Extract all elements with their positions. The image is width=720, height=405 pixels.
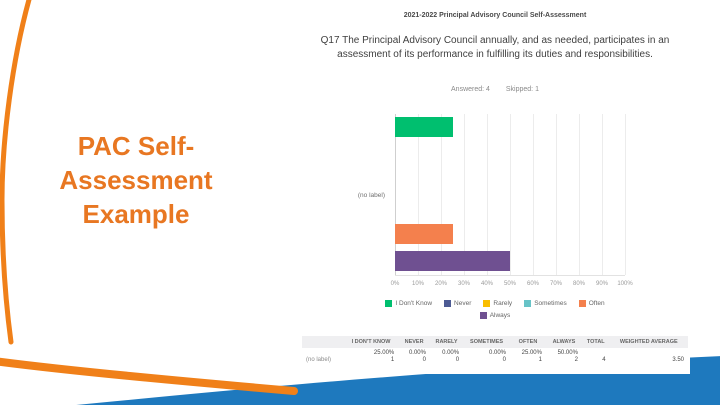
title-line-3: Example: [82, 198, 190, 229]
cell-often: 25.00% 1: [510, 348, 546, 365]
cell-always: 50.00% 2: [545, 348, 582, 365]
results-table: I DON'T KNOW NEVER RARELY SOMETIMES OFTEN ALW…: [302, 336, 688, 365]
survey-report: 2021-2022 Principal Advisory Council Sel…: [300, 6, 690, 374]
cell-count: 0: [502, 357, 507, 363]
gridline: [533, 114, 534, 275]
title-line-1: PAC Self-: [77, 131, 195, 161]
legend-swatch: [444, 300, 452, 307]
x-tick-0: 0%: [390, 281, 400, 287]
cell-count: 2: [574, 357, 578, 363]
col-header-often: OFTEN: [510, 336, 546, 348]
x-tick-50: 50%: [503, 281, 517, 287]
gridline: [625, 114, 626, 275]
col-header-blank: [302, 336, 344, 348]
legend-label: Never: [454, 300, 472, 307]
legend-swatch: [524, 300, 532, 307]
bar-always: [395, 251, 510, 271]
gridline: [464, 114, 465, 275]
x-tick-40: 40%: [480, 281, 494, 287]
cell-count: 1: [538, 357, 542, 363]
table-row: (no label) 25.00% 1 0.00% 0 0.00% 0 0.00% 0 25.00…: [302, 348, 688, 365]
legend-label: Rarely: [493, 300, 513, 307]
cell-never: 0.00% 0: [398, 348, 430, 365]
x-tick-10: 10%: [411, 281, 425, 287]
row-label: (no label): [302, 348, 344, 365]
cell-count: 0: [455, 357, 460, 363]
bar-i-don-t-know: [395, 117, 453, 137]
col-header-sometimes: SOMETIMES: [463, 336, 511, 348]
cell-weighted-average: 3.50: [609, 348, 688, 365]
x-tick-100: 100%: [617, 281, 633, 287]
skipped-count: Skipped: 1: [505, 86, 539, 93]
legend-label: I Don't Know: [395, 300, 433, 307]
response-stats: Answered: 4 Skipped: 1: [300, 86, 690, 93]
chart-legend: I Don't Know Never Rarely Sometimes Often Alw…: [365, 300, 625, 319]
cell-count: 1: [390, 357, 395, 363]
gridline: [556, 114, 557, 275]
legend-item-never: Never: [444, 300, 471, 307]
col-header-always: ALWAYS: [545, 336, 582, 348]
x-tick-90: 90%: [595, 281, 609, 287]
cell-count: 0: [422, 357, 426, 363]
gridline: [487, 114, 488, 275]
legend-item-often: Often: [578, 300, 605, 307]
cell-percent: 0.00%: [408, 350, 426, 356]
gridline: [441, 114, 442, 275]
cell-percent: 25.00%: [373, 350, 395, 356]
bottom-orange-swoosh: [0, 357, 298, 395]
col-header-never: NEVER: [398, 336, 430, 348]
gridline: [579, 114, 580, 275]
col-header-i-don-t-know: I DON'T KNOW: [343, 336, 399, 348]
legend-label: Always: [489, 312, 511, 319]
cell-percent: 0.00%: [489, 350, 507, 356]
gridline: [602, 114, 603, 275]
legend-item-always: Always: [479, 312, 511, 319]
x-axis-ticks: 0% 10% 20% 30% 40% 50% 60% 70% 80% 90% 100%: [391, 281, 633, 291]
plot-area: [395, 114, 626, 276]
legend-item-sometimes: Sometimes: [524, 300, 567, 307]
gridline: [418, 114, 419, 275]
table-header-row: I DON'T KNOW NEVER RARELY SOMETIMES OFTEN ALW…: [302, 336, 688, 348]
legend-swatch: [578, 300, 586, 307]
answered-count: Answered: 4: [451, 86, 490, 93]
legend-swatch: [385, 300, 393, 307]
legend-item-rarely: Rarely: [483, 300, 512, 307]
cell-rarely: 0.00% 0: [429, 348, 464, 365]
legend-label: Often: [588, 300, 605, 307]
cell-sometimes: 0.00% 0: [463, 348, 511, 365]
x-tick-20: 20%: [434, 281, 448, 287]
cell-total: 4: [581, 348, 610, 365]
report-title: 2021-2022 Principal Advisory Council Sel…: [403, 12, 587, 19]
x-tick-30: 30%: [457, 281, 471, 287]
cell-percent: 25.00%: [521, 350, 542, 356]
cell-percent: 50.00%: [557, 350, 578, 356]
gridline: [395, 114, 396, 275]
title-line-2: Assessment: [59, 164, 213, 195]
gridline: [510, 114, 511, 275]
legend-swatch: [479, 312, 487, 319]
legend-swatch: [483, 300, 491, 307]
x-tick-60: 60%: [526, 281, 540, 287]
x-tick-80: 80%: [572, 281, 586, 287]
col-header-weighted-average: WEIGHTED AVERAGE: [609, 336, 688, 348]
legend-item-i-don-t-know: I Don't Know: [385, 300, 432, 307]
question-text: Q17 The Principal Advisory Council annua…: [320, 35, 670, 60]
cell-percent: 0.00%: [442, 350, 460, 356]
bar-often: [395, 224, 453, 245]
x-tick-70: 70%: [549, 281, 563, 287]
y-axis-label: (no label): [357, 191, 385, 199]
col-header-rarely: RARELY: [429, 336, 464, 348]
left-accent-curve: [0, 0, 32, 345]
slide-title: PAC Self- Assessment Example: [32, 130, 240, 231]
col-header-total: TOTAL: [581, 336, 610, 348]
legend-label: Sometimes: [534, 300, 567, 307]
cell-i-don-t-know: 25.00% 1: [343, 348, 399, 365]
